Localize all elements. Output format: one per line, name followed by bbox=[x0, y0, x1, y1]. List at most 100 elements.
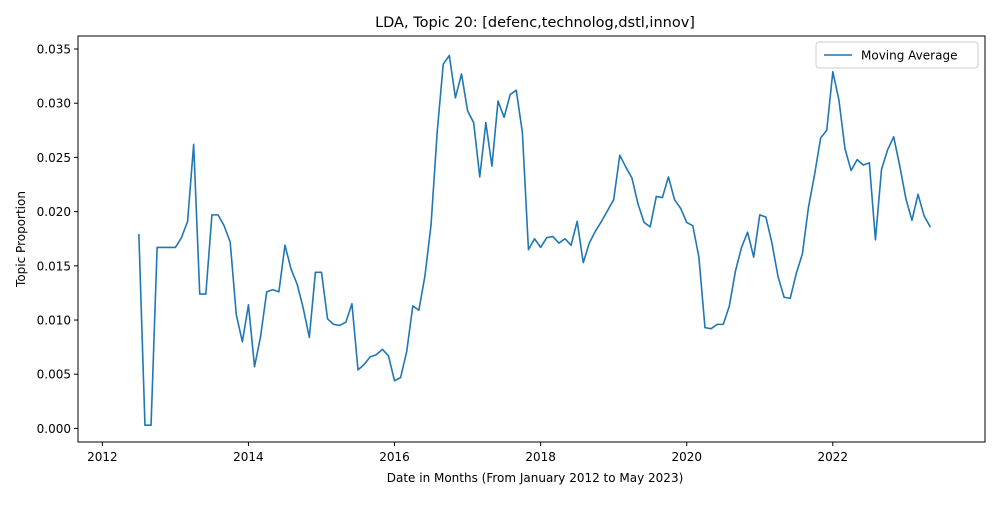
legend-label-moving-average: Moving Average bbox=[861, 49, 957, 63]
data-point bbox=[168, 246, 170, 248]
data-point bbox=[826, 129, 828, 131]
data-point bbox=[929, 226, 931, 228]
data-point bbox=[558, 242, 560, 244]
data-point bbox=[856, 158, 858, 161]
data-point bbox=[521, 131, 523, 134]
data-point bbox=[412, 305, 414, 307]
data-point bbox=[619, 154, 621, 156]
data-point bbox=[911, 219, 913, 221]
data-point bbox=[838, 99, 840, 101]
data-point bbox=[290, 268, 292, 270]
data-point bbox=[606, 209, 609, 212]
data-point bbox=[868, 162, 870, 164]
data-point bbox=[594, 230, 597, 232]
data-point bbox=[211, 214, 213, 216]
data-point bbox=[229, 241, 231, 243]
y-tick-label: 0.015 bbox=[37, 259, 71, 273]
data-point bbox=[564, 238, 566, 240]
data-point bbox=[479, 176, 481, 178]
data-point bbox=[314, 271, 316, 273]
data-point bbox=[180, 237, 183, 239]
data-point bbox=[795, 272, 797, 275]
data-point bbox=[667, 176, 670, 178]
data-point bbox=[631, 177, 633, 179]
data-point bbox=[515, 89, 517, 91]
y-tick-label: 0.030 bbox=[37, 97, 71, 111]
data-point bbox=[698, 256, 700, 258]
data-point bbox=[174, 246, 176, 248]
x-tick-label: 2016 bbox=[379, 450, 410, 464]
x-tick-label: 2014 bbox=[233, 450, 264, 464]
data-point bbox=[503, 116, 505, 118]
data-point bbox=[862, 164, 864, 166]
data-point bbox=[144, 424, 146, 426]
data-point bbox=[673, 199, 676, 201]
data-point bbox=[734, 270, 737, 272]
data-point bbox=[765, 216, 767, 218]
data-point bbox=[570, 244, 572, 246]
data-point bbox=[813, 174, 816, 176]
data-point bbox=[357, 369, 359, 371]
data-point bbox=[363, 363, 365, 366]
data-point bbox=[205, 293, 207, 295]
data-point bbox=[747, 231, 749, 233]
data-point bbox=[460, 73, 463, 75]
data-point bbox=[272, 289, 274, 291]
data-point bbox=[424, 274, 426, 277]
data-point bbox=[643, 221, 645, 224]
x-tick-label: 2020 bbox=[671, 450, 702, 464]
data-point bbox=[905, 198, 907, 200]
data-point bbox=[801, 253, 803, 255]
y-tick-label: 0.020 bbox=[37, 205, 71, 219]
data-point bbox=[874, 239, 877, 241]
data-point bbox=[491, 165, 493, 167]
data-point bbox=[655, 195, 657, 198]
data-point bbox=[704, 327, 706, 329]
data-point bbox=[649, 226, 651, 228]
data-point bbox=[326, 318, 329, 320]
data-point bbox=[600, 220, 603, 222]
data-point bbox=[497, 100, 499, 102]
data-point bbox=[473, 122, 475, 124]
data-point bbox=[789, 297, 791, 299]
data-point bbox=[448, 54, 450, 57]
data-point bbox=[917, 193, 919, 195]
data-point bbox=[235, 314, 237, 316]
data-point bbox=[582, 261, 584, 264]
data-point bbox=[777, 276, 779, 278]
data-point bbox=[339, 324, 341, 327]
data-point bbox=[692, 225, 694, 227]
data-point bbox=[247, 304, 250, 306]
data-point bbox=[820, 137, 822, 139]
data-point bbox=[540, 246, 542, 248]
data-point bbox=[771, 242, 773, 244]
data-point bbox=[850, 169, 852, 172]
data-point bbox=[253, 366, 256, 368]
data-point bbox=[740, 246, 743, 248]
data-point bbox=[576, 220, 578, 222]
data-point bbox=[156, 246, 158, 248]
data-point bbox=[369, 356, 371, 358]
data-point bbox=[880, 168, 883, 170]
data-point bbox=[320, 271, 323, 273]
data-point bbox=[442, 63, 444, 65]
y-tick-label: 0.025 bbox=[37, 151, 71, 165]
data-point bbox=[375, 354, 377, 356]
data-point bbox=[625, 166, 627, 168]
data-point bbox=[418, 309, 420, 311]
data-point bbox=[278, 291, 280, 293]
data-point bbox=[138, 233, 140, 235]
data-point bbox=[193, 143, 195, 146]
data-point bbox=[844, 148, 846, 150]
data-point bbox=[381, 348, 383, 350]
data-point bbox=[186, 220, 189, 222]
data-point bbox=[223, 225, 225, 227]
data-point bbox=[466, 110, 469, 112]
data-point bbox=[783, 296, 785, 298]
data-point bbox=[485, 122, 487, 124]
data-point bbox=[162, 246, 164, 248]
data-point bbox=[345, 321, 347, 323]
data-point bbox=[393, 380, 396, 382]
